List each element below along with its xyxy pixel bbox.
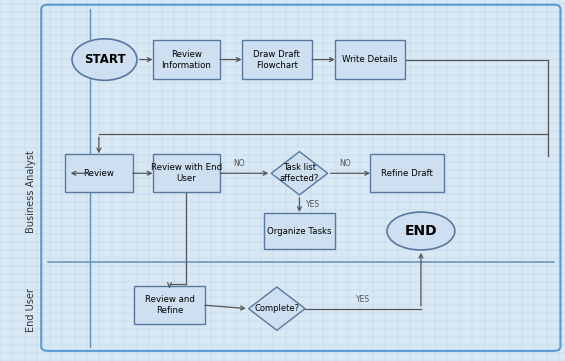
- Text: YES: YES: [356, 295, 370, 304]
- Text: Business Analyst: Business Analyst: [26, 150, 36, 233]
- Text: Review
Information: Review Information: [162, 49, 211, 70]
- Text: END: END: [405, 224, 437, 238]
- FancyBboxPatch shape: [153, 155, 220, 192]
- Text: Task list
affected?: Task list affected?: [280, 163, 319, 183]
- Text: Review and
Refine: Review and Refine: [145, 295, 194, 315]
- Text: Organize Tasks: Organize Tasks: [267, 227, 332, 235]
- FancyBboxPatch shape: [264, 213, 334, 249]
- FancyBboxPatch shape: [65, 155, 133, 192]
- Text: Write Details: Write Details: [342, 55, 398, 64]
- Polygon shape: [271, 152, 328, 195]
- Text: YES: YES: [306, 200, 320, 209]
- FancyBboxPatch shape: [242, 40, 312, 79]
- Text: START: START: [84, 53, 125, 66]
- FancyBboxPatch shape: [334, 40, 405, 79]
- Ellipse shape: [387, 212, 455, 250]
- Text: Review: Review: [84, 169, 114, 178]
- Text: Complete?: Complete?: [254, 304, 299, 313]
- FancyBboxPatch shape: [370, 155, 444, 192]
- Text: NO: NO: [233, 159, 245, 168]
- FancyBboxPatch shape: [134, 286, 205, 324]
- Text: End User: End User: [26, 288, 36, 332]
- Ellipse shape: [72, 39, 137, 80]
- Text: Draw Draft
Flowchart: Draw Draft Flowchart: [254, 49, 300, 70]
- Text: NO: NO: [339, 159, 350, 168]
- Polygon shape: [249, 287, 305, 330]
- FancyBboxPatch shape: [153, 40, 220, 79]
- Text: Review with End
User: Review with End User: [151, 163, 222, 183]
- Text: Refine Draft: Refine Draft: [381, 169, 433, 178]
